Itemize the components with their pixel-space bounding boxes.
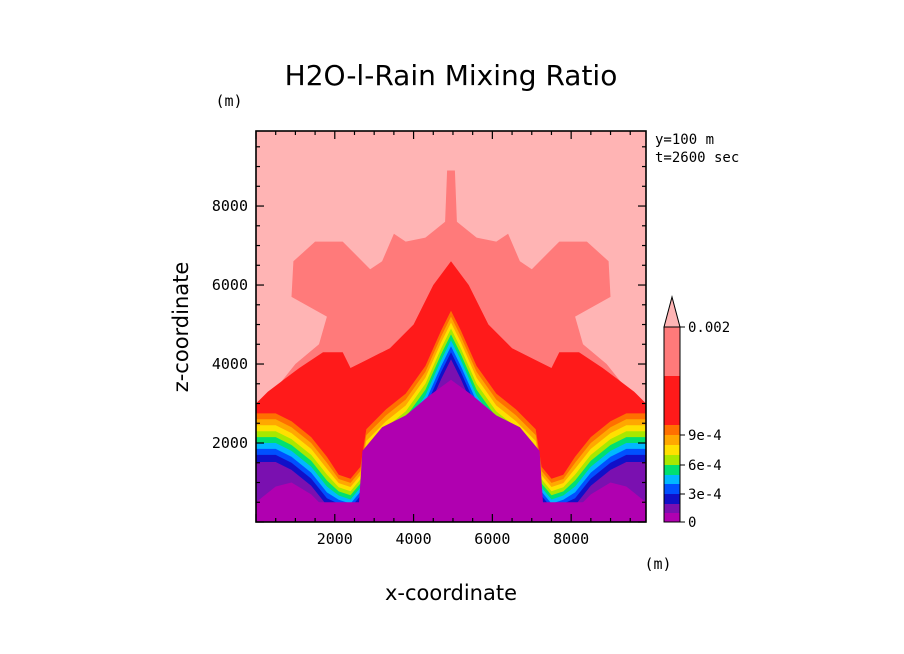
colorbar-swatch (664, 435, 680, 445)
colorbar-frame (663, 326, 681, 523)
annotation-y: y=100 m (655, 132, 714, 148)
colorbar: 0 3e-4 6e-4 9e-4 0.002 (663, 295, 730, 531)
colorbar-extend (663, 295, 681, 328)
plot-frame (255, 130, 647, 523)
colorbar-swatch (664, 327, 680, 376)
annotation-t: t=2600 sec (655, 150, 739, 166)
colorbar-swatch (664, 513, 680, 522)
colorbar-swatch (664, 445, 680, 455)
colorbar-tick-label: 6e-4 (688, 458, 722, 474)
contour-field (256, 131, 646, 522)
region-base (256, 379, 646, 522)
colorbar-swatch (664, 494, 680, 504)
x-unit-label: (m) (644, 555, 671, 573)
x-tick-label: 4000 (396, 530, 432, 548)
colorbar-swatch (664, 475, 680, 484)
colorbar-tick-label: 0.002 (688, 320, 730, 336)
x-axis-label: x-coordinate (385, 581, 517, 605)
axis-ticks: 2000 4000 6000 8000 2000 4000 6000 8000 (212, 131, 646, 548)
colorbar-tick-label: 3e-4 (688, 487, 722, 503)
colorbar-swatch (664, 425, 680, 435)
y-axis-label: z-coordinate (169, 262, 193, 393)
colorbar-swatch (664, 455, 680, 465)
y-unit-label: (m) (215, 92, 242, 110)
y-tick-label: 2000 (212, 434, 248, 452)
chart-title: H2O-l-Rain Mixing Ratio (285, 59, 618, 92)
y-tick-label: 8000 (212, 197, 248, 215)
colorbar-tick-label: 0 (688, 515, 696, 531)
y-tick-label: 6000 (212, 276, 248, 294)
colorbar-swatch (664, 504, 680, 513)
region-bottom (256, 502, 646, 522)
colorbar-tick-label: 9e-4 (688, 428, 722, 444)
colorbar-swatch (664, 484, 680, 494)
x-tick-label: 6000 (474, 530, 510, 548)
colorbar-swatch (664, 465, 680, 475)
colorbar-swatch (664, 376, 680, 425)
x-tick-label: 8000 (553, 530, 589, 548)
x-tick-label: 2000 (317, 530, 353, 548)
y-tick-label: 4000 (212, 355, 248, 373)
